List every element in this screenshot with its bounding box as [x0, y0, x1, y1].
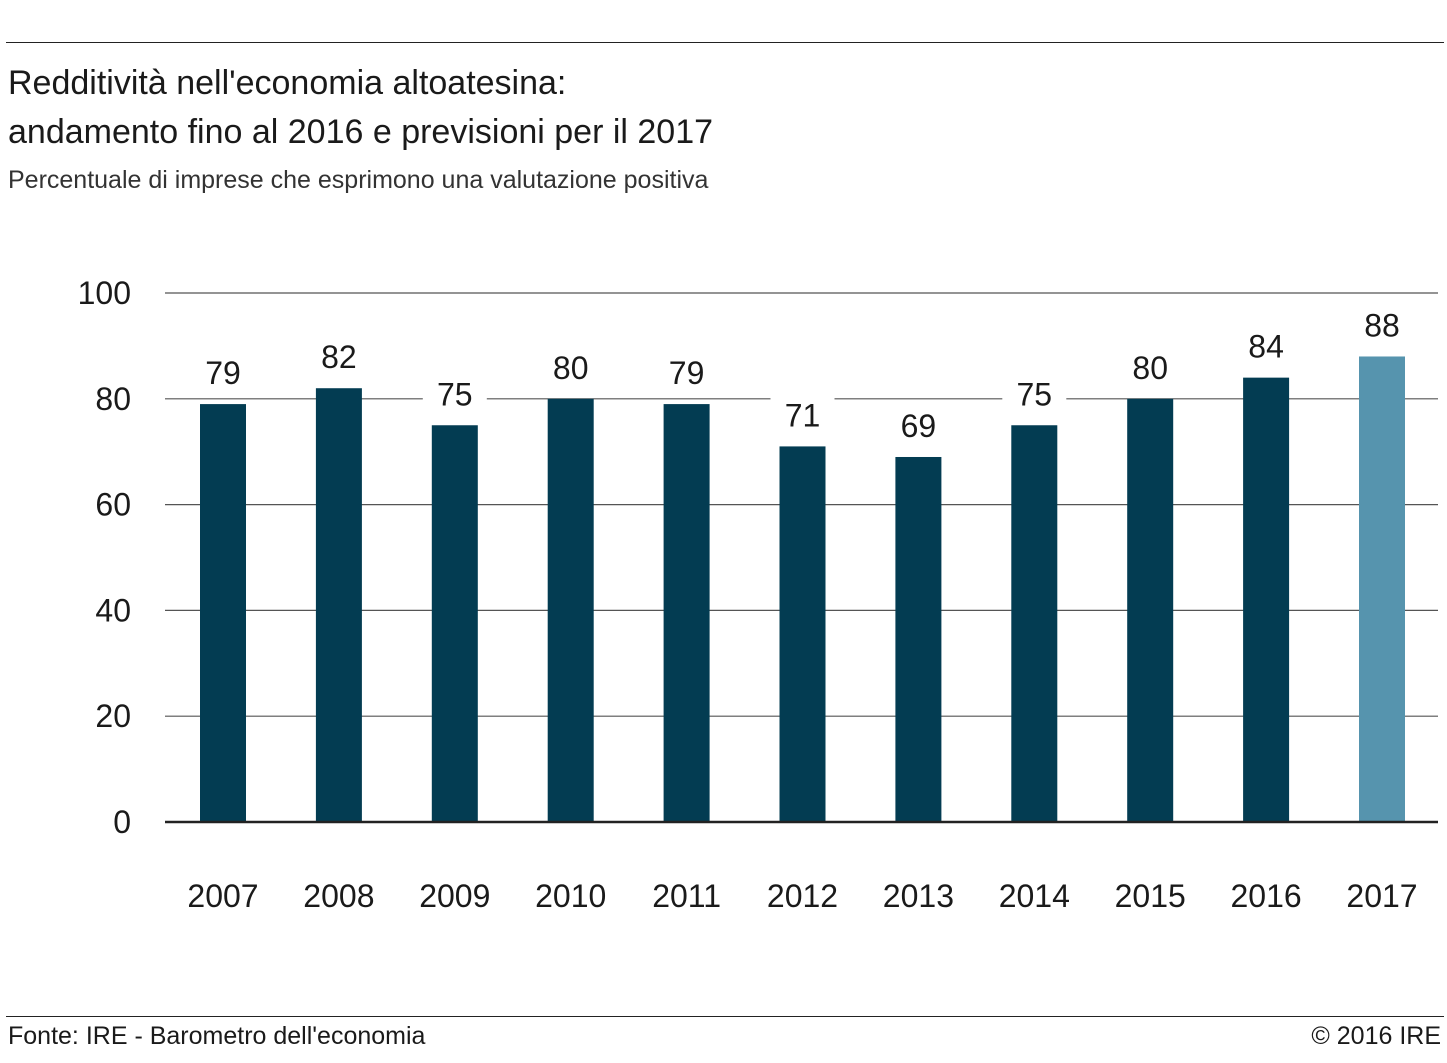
bar-2014: [1011, 425, 1058, 822]
bar-2011: [663, 404, 710, 822]
data-label-knockout: [306, 332, 371, 377]
x-tick-label: 2012: [767, 878, 838, 914]
top-rule: [6, 42, 1444, 43]
data-label: 79: [669, 355, 705, 391]
bar-2013: [895, 456, 942, 822]
data-label: 69: [901, 408, 937, 444]
x-tick-label: 2011: [652, 878, 721, 914]
data-label-knockout: [538, 342, 603, 387]
data-label: 79: [205, 355, 241, 391]
chart-title-line1: Redditività nell'economia altoatesina:: [8, 64, 567, 102]
data-label: 80: [1132, 350, 1168, 386]
bar-2010: [547, 398, 594, 822]
data-label: 75: [1017, 376, 1053, 412]
data-label-knockout: [1350, 300, 1414, 345]
data-label-knockout: [1002, 369, 1067, 414]
x-tick-label: 2013: [883, 878, 954, 914]
chart-subtitle: Percentuale di imprese che esprimono una…: [8, 166, 709, 194]
x-tick-label: 2009: [419, 878, 490, 914]
data-label-knockout: [1118, 342, 1183, 387]
data-label-knockout: [654, 348, 719, 393]
y-tick-label: 0: [113, 804, 131, 840]
data-label-knockout: [422, 369, 487, 414]
bar-2017: [1359, 356, 1405, 822]
data-label-knockout: [886, 400, 951, 445]
data-label: 82: [321, 339, 357, 375]
x-tick-label: 2014: [999, 878, 1070, 914]
bar-2012: [779, 446, 826, 822]
data-label: 80: [553, 350, 589, 386]
y-tick-label: 80: [95, 381, 131, 417]
bottom-rule: [6, 1016, 1444, 1017]
source-note: Fonte: IRE - Barometro dell'economia: [8, 1022, 426, 1050]
data-label-knockout: [770, 390, 835, 435]
bar-2008: [315, 388, 362, 822]
x-tick-label: 2010: [535, 878, 606, 914]
bar-chart: 0 20 40 60 80 100 79 2007 82 2008 75 2009 80 2010 79 20…: [78, 275, 1438, 914]
data-label-knockout: [191, 348, 255, 393]
bar-2007: [200, 404, 246, 822]
y-tick-label: 100: [78, 275, 131, 311]
bar-2015: [1127, 398, 1174, 822]
copyright-note: © 2016 IRE: [1311, 1022, 1441, 1050]
data-label: 71: [785, 397, 821, 433]
x-tick-label: 2016: [1231, 878, 1302, 914]
x-tick-label: 2008: [303, 878, 374, 914]
data-label: 75: [437, 376, 473, 412]
y-tick-label: 40: [95, 592, 131, 628]
data-label: 88: [1364, 307, 1400, 343]
chart-title-line2: andamento fino al 2016 e previsioni per …: [8, 113, 714, 151]
bar-2009: [431, 425, 478, 822]
bar-2016: [1243, 377, 1290, 822]
y-tick-label: 20: [95, 698, 131, 734]
x-tick-label: 2017: [1346, 878, 1417, 914]
data-label: 84: [1248, 329, 1284, 365]
x-tick-label: 2007: [187, 878, 258, 914]
data-label-knockout: [1234, 321, 1299, 366]
y-tick-label: 60: [95, 487, 131, 523]
x-tick-label: 2015: [1115, 878, 1186, 914]
